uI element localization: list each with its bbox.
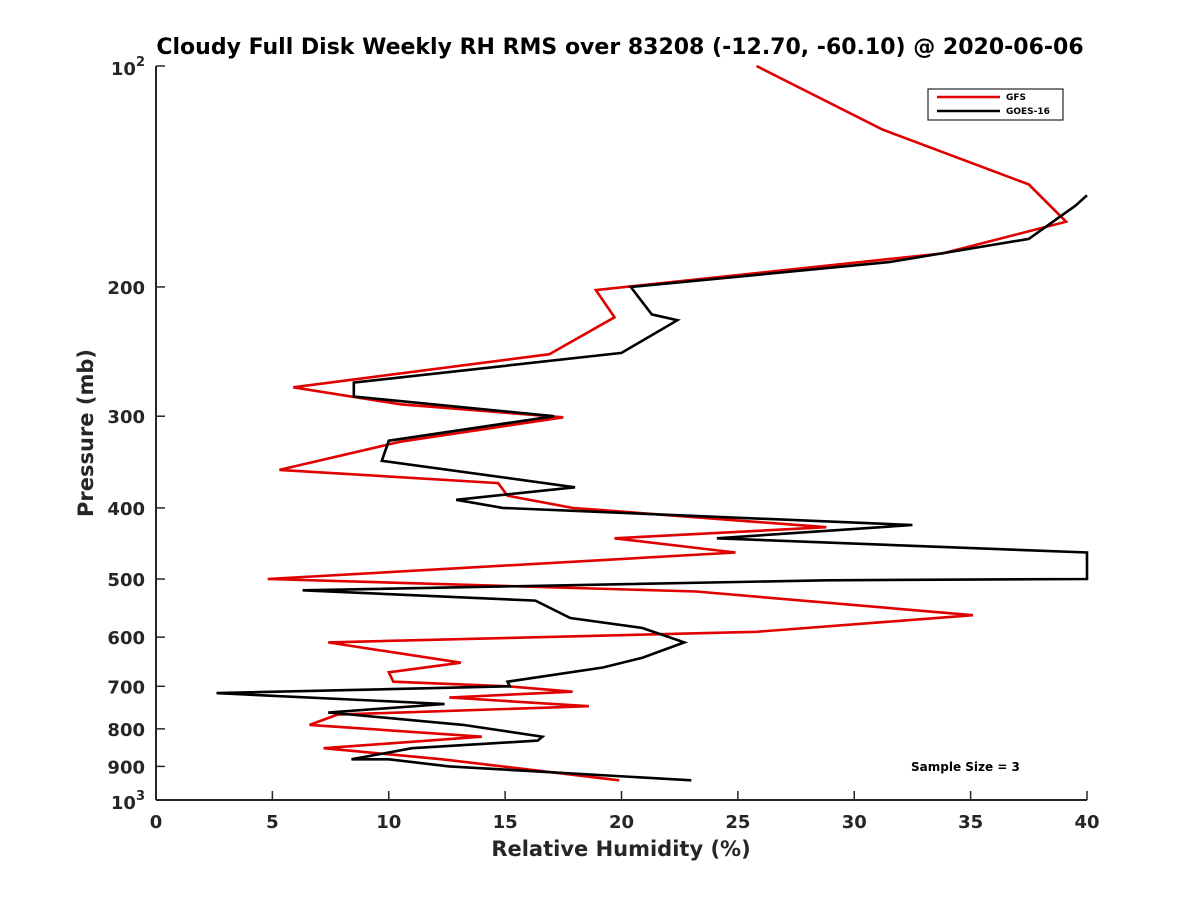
chart-title: Cloudy Full Disk Weekly RH RMS over 8320…: [156, 35, 1083, 60]
x-tick-label: 20: [609, 812, 634, 833]
y-tick-label: 700: [107, 677, 145, 698]
x-tick-label: 25: [725, 812, 750, 833]
x-tick-label: 30: [842, 812, 867, 833]
y-tick-label: 200: [107, 278, 145, 299]
plot-area: 0 5 10 15 20 25 30 35 40 10220030040050060070080…: [107, 55, 1099, 833]
y-tick-exponent: 2: [136, 55, 145, 70]
legend-label-goes-16: GOES-16: [1006, 107, 1050, 117]
series-line-gfs: [267, 64, 1069, 782]
legend-box: [927, 88, 1064, 121]
series-layer: [216, 64, 1089, 782]
y-axis-label: Pressure (mb): [74, 349, 98, 517]
x-tick-label: 15: [493, 812, 518, 833]
y-tick-label: 800: [107, 720, 145, 741]
legend-label-gfs: GFS: [1006, 93, 1026, 103]
x-tick-label: 40: [1074, 812, 1099, 833]
y-tick-label: 500: [107, 570, 145, 591]
y-tick-label: 600: [107, 628, 145, 649]
y-tick-label: 400: [107, 499, 145, 520]
y-tick-base: 10: [111, 793, 136, 814]
y-tick-label: 300: [107, 407, 145, 428]
y-tick-exponent: 3: [136, 789, 145, 804]
y-tick-label: 900: [107, 757, 145, 778]
series-line-goes-16: [216, 194, 1089, 782]
x-axis-ticks: 0 5 10 15 20 25 30 35 40: [150, 791, 1100, 833]
x-tick-label: 5: [266, 812, 279, 833]
legend: GFS GOES-16: [927, 88, 1064, 121]
sample-size-annotation: Sample Size = 3: [911, 760, 1020, 774]
y-tick-label: 102: [111, 55, 145, 80]
y-tick-label: 103: [111, 789, 145, 814]
y-tick-base: 10: [111, 59, 136, 80]
x-tick-label: 10: [376, 812, 401, 833]
x-tick-label: 0: [150, 812, 163, 833]
x-axis-label: Relative Humidity (%): [491, 837, 750, 861]
x-tick-label: 35: [958, 812, 983, 833]
